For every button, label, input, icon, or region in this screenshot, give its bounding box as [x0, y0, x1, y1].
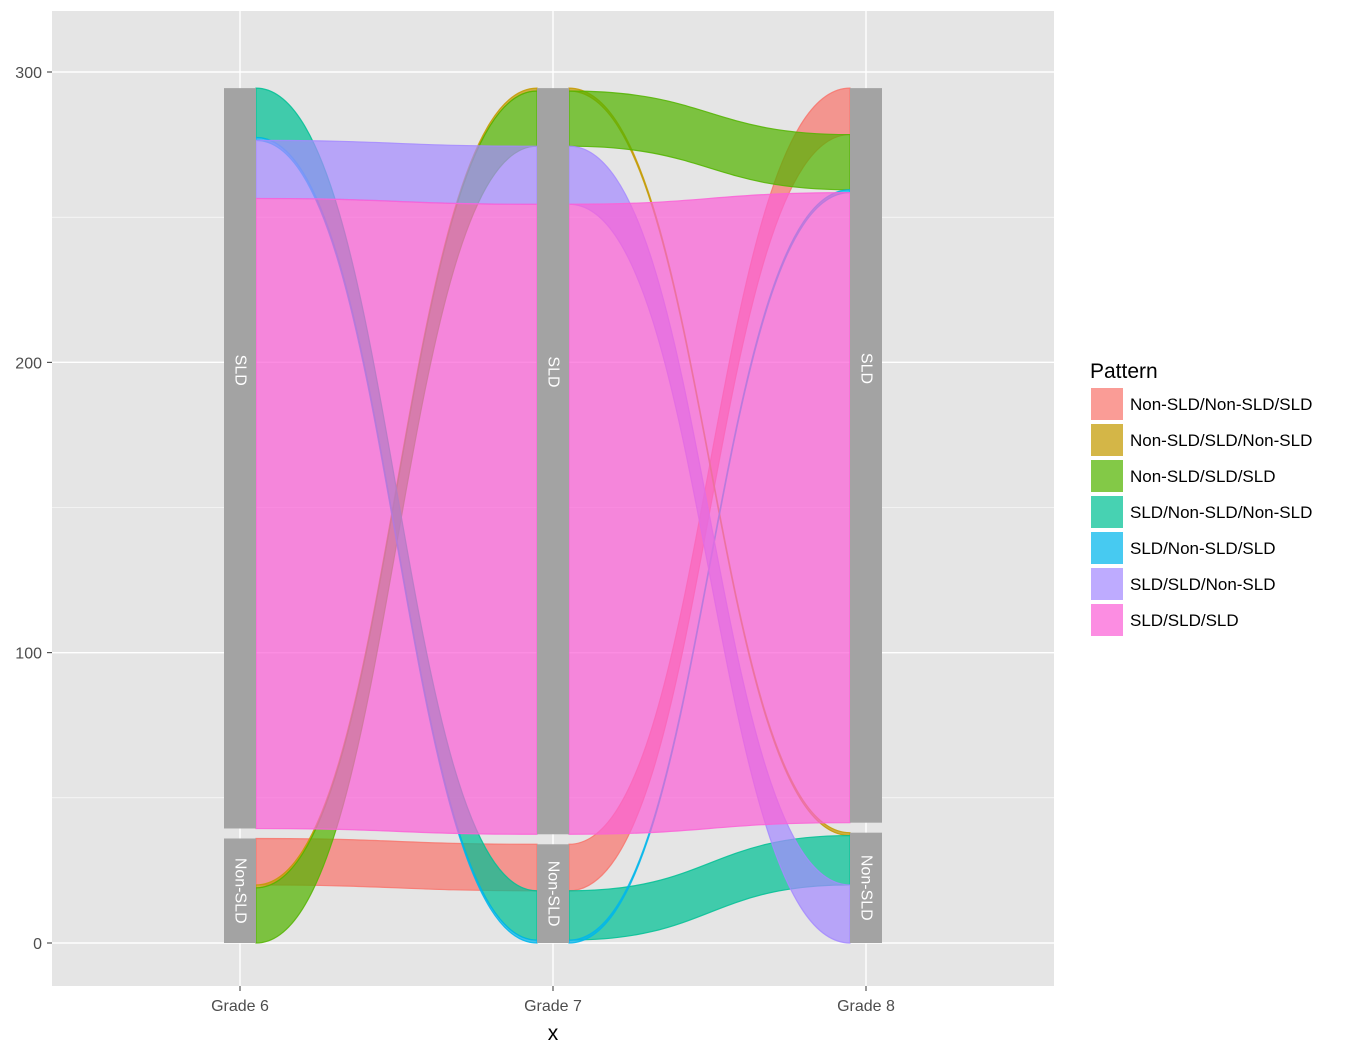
flows: [255, 87, 851, 944]
stratum-label: Non-SLD: [858, 855, 875, 921]
legend-label: SLD/SLD/Non-SLD: [1130, 575, 1276, 594]
stratum-label: SLD: [858, 353, 875, 384]
legend: Pattern Non-SLD/Non-SLD/SLD Non-SLD/SLD/N…: [1090, 360, 1312, 636]
y-tick-label: 300: [15, 65, 42, 82]
stratum-box: [224, 838, 256, 943]
stratum-label: Non-SLD: [545, 861, 562, 927]
stratum-box: [850, 88, 882, 823]
legend-label: SLD/SLD/SLD: [1130, 611, 1239, 630]
legend-label: SLD/Non-SLD/Non-SLD: [1130, 503, 1312, 522]
legend-items: Non-SLD/Non-SLD/SLD Non-SLD/SLD/Non-SLD No…: [1091, 388, 1312, 636]
x-axis-title: x: [548, 1022, 559, 1045]
strata: Non-SLD SLD Non-SLD SLD Non-SLD SLD: [224, 88, 882, 943]
stratum-label: SLD: [545, 356, 562, 387]
y-tick-label: 100: [15, 646, 42, 663]
x-tick-label: Grade 7: [524, 998, 582, 1015]
stratum-box: [537, 88, 569, 835]
flow-band: [568, 192, 851, 835]
stratum-box: [224, 88, 256, 829]
legend-swatch: [1091, 496, 1123, 528]
legend-swatch: [1091, 604, 1123, 636]
flow-band: [255, 197, 538, 835]
x-tick-label: Grade 8: [837, 998, 895, 1015]
stratum-label: Non-SLD: [232, 858, 249, 924]
legend-swatch: [1091, 388, 1123, 420]
x-tick-label: Grade 6: [211, 998, 269, 1015]
stratum-label: SLD: [232, 355, 249, 386]
y-tick-label: 0: [33, 936, 42, 953]
legend-label: Non-SLD/Non-SLD/SLD: [1130, 395, 1312, 414]
flow-band: [255, 139, 538, 205]
legend-label: Non-SLD/SLD/Non-SLD: [1130, 431, 1312, 450]
axes: 0 100 200 300 Grade 6 Grade 7 Grade 8: [15, 65, 895, 1015]
legend-swatch: [1091, 460, 1123, 492]
legend-swatch: [1091, 568, 1123, 600]
stratum-box: [850, 832, 882, 943]
y-tick-label: 200: [15, 355, 42, 372]
legend-swatch: [1091, 424, 1123, 456]
legend-title: Pattern: [1090, 360, 1158, 383]
legend-label: SLD/Non-SLD/SLD: [1130, 539, 1276, 558]
legend-label: Non-SLD/SLD/SLD: [1130, 467, 1276, 486]
legend-swatch: [1091, 532, 1123, 564]
stratum-box: [537, 844, 569, 943]
